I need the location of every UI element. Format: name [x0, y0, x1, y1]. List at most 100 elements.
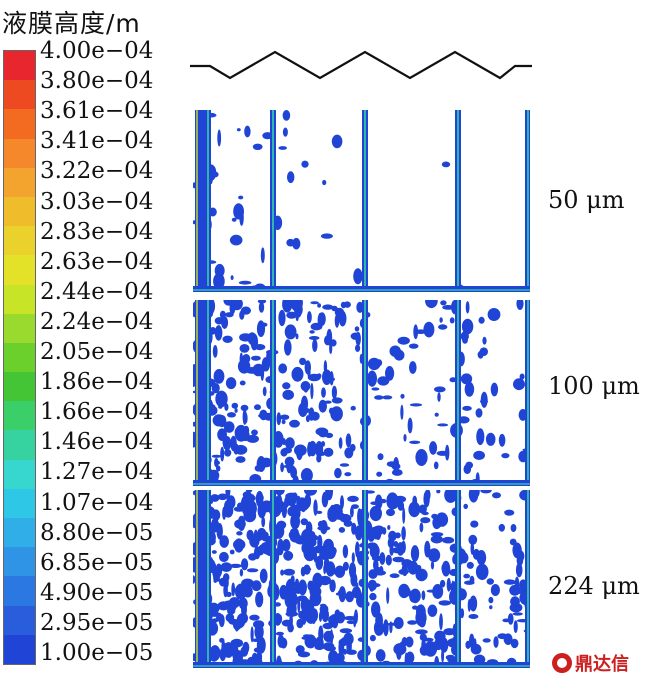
film-speckle: [233, 203, 244, 220]
film-speckle: [323, 564, 327, 575]
film-speckle: [277, 614, 283, 624]
film-speckle: [281, 502, 294, 506]
film-speckle: [482, 336, 487, 345]
film-speckle: [238, 195, 244, 200]
film-speckle: [374, 534, 378, 540]
film-speckle: [443, 628, 456, 636]
film-speckle: [282, 438, 286, 446]
film-speckle: [222, 506, 227, 520]
film-speckle: [377, 376, 390, 386]
colorbar-tick-label: 4.00e−04: [40, 38, 154, 64]
film-speckle: [490, 584, 500, 596]
colorbar-tick-label: 1.00e−05: [40, 640, 154, 666]
film-speckle: [513, 620, 518, 633]
film-speckle: [355, 582, 359, 593]
film-speckle: [217, 129, 222, 147]
film-speckle: [334, 609, 341, 619]
film-speckle: [219, 551, 229, 563]
panel-224um: [193, 490, 530, 668]
film-speckle: [237, 359, 251, 374]
film-speckle: [468, 490, 479, 503]
film-speckle: [295, 645, 305, 654]
film-speckle: [292, 471, 296, 475]
film-speckle: [492, 492, 501, 499]
film-speckle: [501, 453, 510, 459]
film-speckle: [353, 614, 357, 628]
film-speckle: [469, 595, 478, 612]
film-speckle: [234, 428, 238, 435]
film-speckle: [405, 636, 414, 648]
film-speckle: [283, 550, 294, 561]
film-speckle: [216, 461, 220, 465]
film-speckle: [295, 578, 299, 587]
film-speckle: [441, 161, 451, 168]
film-speckle: [350, 506, 354, 518]
film-speckle: [310, 382, 314, 400]
film-speckle: [309, 531, 316, 543]
colorbar-tick-label: 2.05e−04: [40, 339, 154, 365]
film-speckle: [510, 638, 519, 649]
film-speckle: [210, 656, 218, 662]
film-speckle: [244, 125, 251, 138]
film-speckle: [282, 127, 288, 137]
panel-100um: [193, 300, 530, 486]
film-speckle: [220, 562, 232, 572]
film-speckle: [241, 429, 250, 442]
film-speckle: [419, 645, 430, 656]
film-speckle: [347, 495, 359, 502]
bottom-film-band: [193, 286, 530, 292]
film-speckle: [418, 617, 426, 628]
film-speckle: [285, 492, 298, 500]
film-speckle: [401, 526, 406, 541]
film-speckle: [465, 301, 470, 314]
film-speckle: [432, 584, 444, 599]
film-speckle: [323, 630, 334, 643]
film-speckle: [240, 306, 251, 315]
film-speckle: [322, 642, 335, 651]
film-speckle: [433, 638, 443, 651]
film-speckle: [325, 432, 334, 438]
film-speckle: [248, 553, 257, 561]
film-speckle: [225, 377, 237, 390]
film-speckle: [516, 300, 524, 310]
panel-label-224um: 224 μm: [548, 572, 640, 600]
film-speckle: [486, 578, 494, 585]
film-speckle: [234, 408, 238, 413]
film-speckle: [258, 301, 265, 313]
film-speckle: [447, 657, 458, 663]
colorbar-swatch: [4, 634, 35, 664]
film-speckle: [464, 381, 475, 397]
film-speckle: [251, 355, 261, 361]
film-speckle: [284, 324, 297, 340]
film-speckle: [304, 490, 317, 496]
left-film-edge: [195, 110, 205, 292]
film-speckle: [296, 497, 308, 511]
film-speckle: [280, 569, 284, 576]
film-speckle: [409, 403, 423, 407]
film-speckle: [300, 468, 313, 483]
film-speckle: [281, 502, 287, 518]
film-speckle: [329, 343, 333, 355]
film-speckle: [465, 461, 474, 469]
film-speckle: [284, 456, 295, 467]
film-speckle: [419, 522, 424, 533]
colorbar-tick-label: 8.80e−05: [40, 519, 154, 546]
colorbar-swatch: [4, 430, 35, 460]
film-speckle: [252, 363, 265, 377]
film-speckle: [345, 591, 354, 603]
film-speckle: [223, 642, 234, 658]
film-speckle: [337, 590, 343, 596]
film-speckle: [513, 378, 525, 391]
film-speckle: [420, 517, 431, 524]
film-speckle: [312, 572, 323, 589]
film-speckle: [421, 511, 429, 516]
film-speckle: [282, 539, 291, 552]
film-speckle: [375, 612, 383, 628]
film-speckle: [442, 536, 455, 544]
film-speckle: [419, 633, 427, 641]
colorbar-swatch: [4, 313, 35, 343]
film-speckle: [214, 325, 223, 341]
film-speckle: [211, 454, 222, 458]
film-speckle: [516, 554, 524, 566]
film-speckle: [428, 548, 441, 563]
